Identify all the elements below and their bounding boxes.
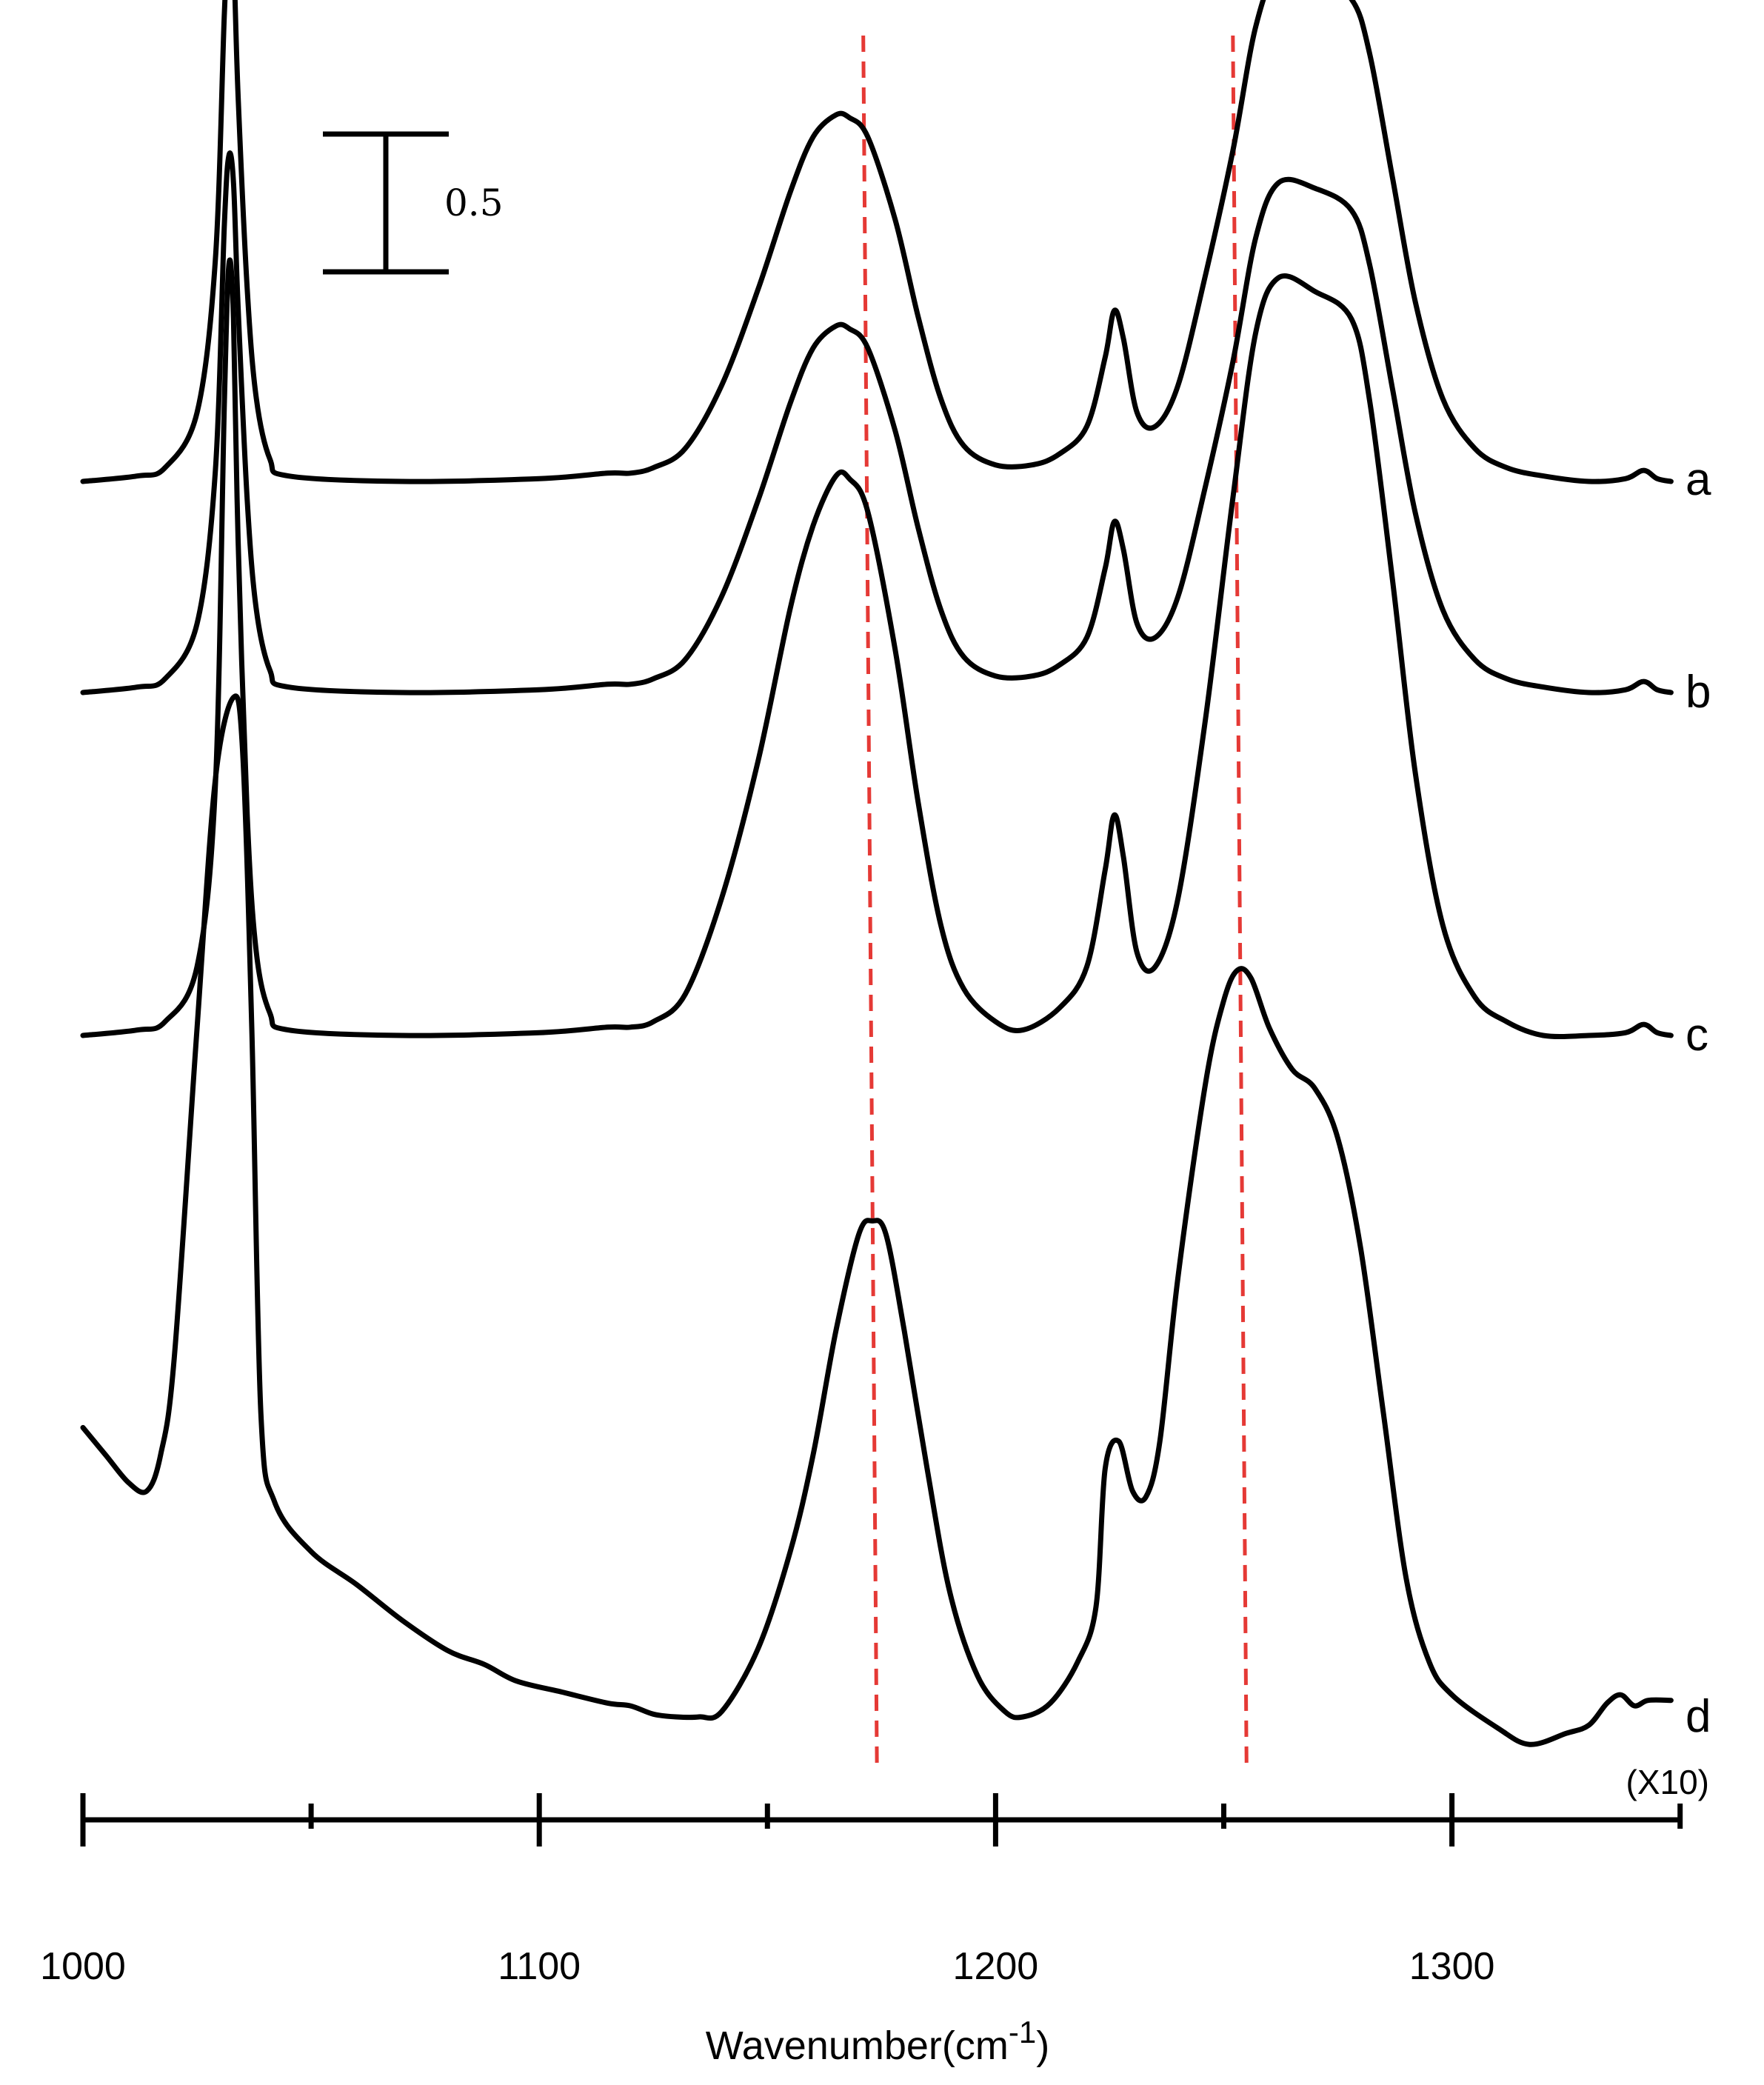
x-tick-label: 1100 bbox=[498, 1945, 581, 1988]
x-axis-title-close: ) bbox=[1036, 2024, 1049, 2068]
series-label-b: b bbox=[1686, 667, 1711, 718]
series-label-a: a bbox=[1686, 454, 1711, 505]
x-axis-ticks bbox=[80, 1793, 1683, 1847]
x-axis-multiplier: (X10) bbox=[1626, 1763, 1709, 1801]
series-label-c: c bbox=[1686, 1010, 1708, 1061]
scale-bar: 0.5 bbox=[323, 131, 504, 275]
x-tick-label: 1200 bbox=[953, 1945, 1039, 1988]
x-axis-tick-labels: 1000 1100 1200 1300 bbox=[40, 1945, 1494, 1988]
series-labels: a b c d bbox=[1686, 454, 1711, 1742]
x-tick-label: 1300 bbox=[1409, 1945, 1495, 1988]
x-axis-title-main: Wavenumber(cm bbox=[706, 2024, 1009, 2068]
x-axis-title: Wavenumber(cm-1) bbox=[706, 2015, 1049, 2068]
series-line-d bbox=[80, 693, 1674, 1747]
reference-lines bbox=[861, 35, 1249, 1769]
reference-line-1 bbox=[861, 35, 879, 1769]
series-line-c bbox=[80, 257, 1674, 1040]
series-line-a bbox=[80, 0, 1674, 484]
reference-line-2 bbox=[1231, 35, 1249, 1769]
series-line-b bbox=[80, 150, 1674, 695]
series-label-d: d bbox=[1686, 1691, 1711, 1742]
scale-bar-label: 0.5 bbox=[444, 181, 504, 224]
x-axis: 1000 1100 1200 1300 (X10) Wavenumber(cm-1) bbox=[40, 1763, 1709, 2068]
series-layer bbox=[80, 0, 1674, 1747]
x-axis-title-superscript: -1 bbox=[1009, 2015, 1036, 2049]
x-tick-label: 1000 bbox=[40, 1945, 126, 1988]
